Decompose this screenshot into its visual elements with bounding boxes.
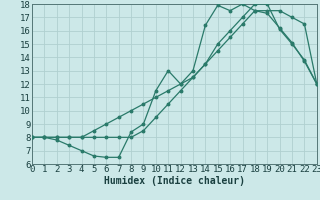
X-axis label: Humidex (Indice chaleur): Humidex (Indice chaleur) [104, 176, 245, 186]
